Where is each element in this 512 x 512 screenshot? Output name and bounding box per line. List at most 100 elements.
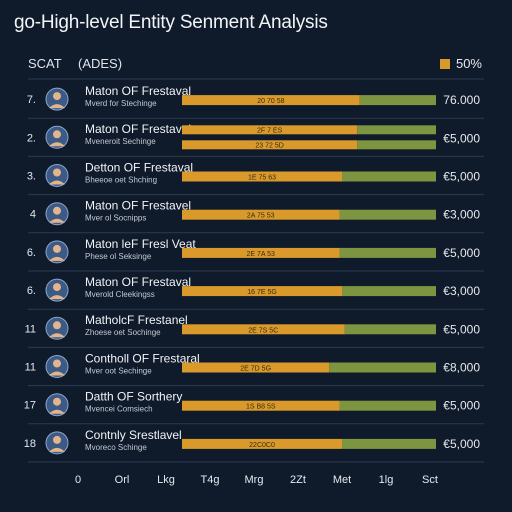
bar-label: 1S B8 5S: [246, 404, 276, 411]
x-tick-label: Orl: [115, 474, 130, 486]
row-subtitle: Phese ol Seksinge: [85, 252, 152, 261]
row-name: Maton leF Fresl Veat: [85, 237, 196, 251]
row-name: Maton OF Frestaval: [85, 122, 191, 136]
row-value: €5,000: [443, 131, 480, 145]
bar-segment: [182, 209, 340, 220]
row-rank: 7.: [27, 94, 36, 106]
x-tick-label: Sct: [422, 474, 438, 486]
avatar-shoulders: [49, 142, 65, 147]
row-name: Datth OF Sorthery: [85, 390, 182, 404]
bar-label: 2E 7S 5C: [248, 327, 278, 334]
avatar-shoulders: [49, 333, 65, 338]
avatar-shoulders: [49, 371, 65, 376]
avatar-face: [53, 397, 61, 406]
bar-segment: [357, 140, 436, 150]
avatar-face: [53, 130, 61, 139]
bar-segment: [344, 324, 436, 335]
row-value: €3,000: [443, 208, 480, 222]
avatar-shoulders: [49, 256, 65, 261]
avatar-face: [53, 92, 61, 101]
avatar-shoulders: [49, 295, 65, 300]
row-rank: 17: [24, 400, 36, 412]
bar-label: 20 70 58: [257, 98, 284, 105]
avatar-face: [53, 206, 61, 215]
header-col-scat: SCAT: [28, 56, 62, 71]
avatar-shoulders: [49, 180, 65, 185]
table-header: SCAT (ADES) 50%: [0, 56, 512, 72]
row-name: Detton OF Frestaval: [85, 160, 193, 174]
bar-segment: [359, 95, 436, 106]
legend-swatch-orange: [439, 58, 450, 69]
bar-segment: [182, 438, 343, 449]
row-name: Contholl OF Frestaral: [85, 351, 200, 365]
row-subtitle: Zhoese oet Sochinge: [85, 328, 161, 337]
row-value: €5,000: [443, 322, 480, 336]
avatar-face: [53, 359, 61, 368]
row-value: 76.000: [443, 93, 480, 107]
bar-segment: [339, 400, 436, 411]
bar-segment: [182, 95, 360, 106]
bar-segment: [182, 140, 358, 150]
bar-segment: [357, 125, 436, 135]
bar-label: 2E 7D 5G: [240, 366, 271, 373]
avatar-face: [53, 283, 61, 292]
row-rank: 11: [25, 362, 36, 374]
header-col-ades: (ADES): [78, 56, 123, 71]
bar-label: 1E 75 63: [248, 175, 276, 182]
row-subtitle: Mvencei Comsiech: [85, 405, 153, 414]
row-rank: 4: [30, 209, 36, 221]
legend: 50%: [439, 56, 482, 71]
bar-segment: [339, 209, 436, 220]
row-name: Maton OF Frestaval: [85, 84, 191, 98]
chart-title: go-High-level Entity Senment Analysis: [14, 12, 328, 33]
avatar-shoulders: [49, 447, 65, 452]
row-subtitle: Mveneroit Sechinge: [85, 137, 156, 146]
bar-label: 2A 75 53: [247, 213, 275, 220]
x-tick-label: 1lg: [379, 474, 394, 486]
row-value: €5,000: [443, 170, 480, 184]
row-name: Maton OF Frestaval: [85, 275, 191, 289]
avatar-shoulders: [49, 409, 65, 414]
row-subtitle: Bheeoe oet Shching: [85, 175, 157, 184]
bar-segment: [182, 125, 358, 135]
x-tick-label: Lkg: [157, 474, 175, 486]
bar-label: 2F 7 ES: [257, 127, 283, 134]
bar-segment: [182, 362, 330, 373]
row-rank: 2.: [27, 132, 36, 144]
avatar-shoulders: [49, 218, 65, 223]
x-tick-label: Met: [333, 474, 351, 486]
bar-label: 16 7E 5G: [247, 289, 277, 296]
row-value: €3,000: [443, 284, 480, 298]
avatar-face: [53, 321, 61, 330]
bar-segment: [329, 362, 436, 373]
row-value: €5,000: [443, 246, 480, 260]
x-tick-label: Mrg: [245, 474, 264, 486]
x-tick-label: 0: [75, 474, 81, 486]
row-subtitle: Mverd for Stechinge: [85, 99, 157, 108]
row-subtitle: Mver oot Sechinge: [85, 366, 152, 375]
row-value: €5,000: [443, 399, 480, 413]
bar-segment: [182, 247, 340, 258]
row-subtitle: Mvoreco Schinge: [85, 443, 147, 452]
avatar-shoulders: [49, 104, 65, 109]
row-subtitle: Mver ol Socnipps: [85, 214, 146, 223]
row-name: Contnly Srestlavel: [85, 428, 182, 442]
bar-label: 23 72 5D: [255, 142, 283, 149]
row-rank: 6.: [27, 285, 36, 297]
avatar-face: [53, 168, 61, 177]
bar-segment: [342, 286, 436, 297]
bar-segment: [182, 286, 343, 297]
row-name: MatholcF Frestanel: [85, 313, 188, 327]
bar-segment: [182, 171, 343, 182]
x-tick-label: 2Zt: [290, 474, 306, 486]
bar-segment: [182, 324, 345, 335]
row-name: Maton OF Frestavel: [85, 199, 191, 213]
row-subtitle: Mverold Cleekingss: [85, 290, 155, 299]
bar-segment: [342, 438, 436, 449]
row-value: €5,000: [443, 437, 480, 451]
row-value: €8,000: [443, 361, 480, 375]
row-rank: 6.: [27, 247, 36, 259]
row-rank: 11: [25, 323, 36, 335]
x-tick-label: T4g: [201, 474, 220, 486]
